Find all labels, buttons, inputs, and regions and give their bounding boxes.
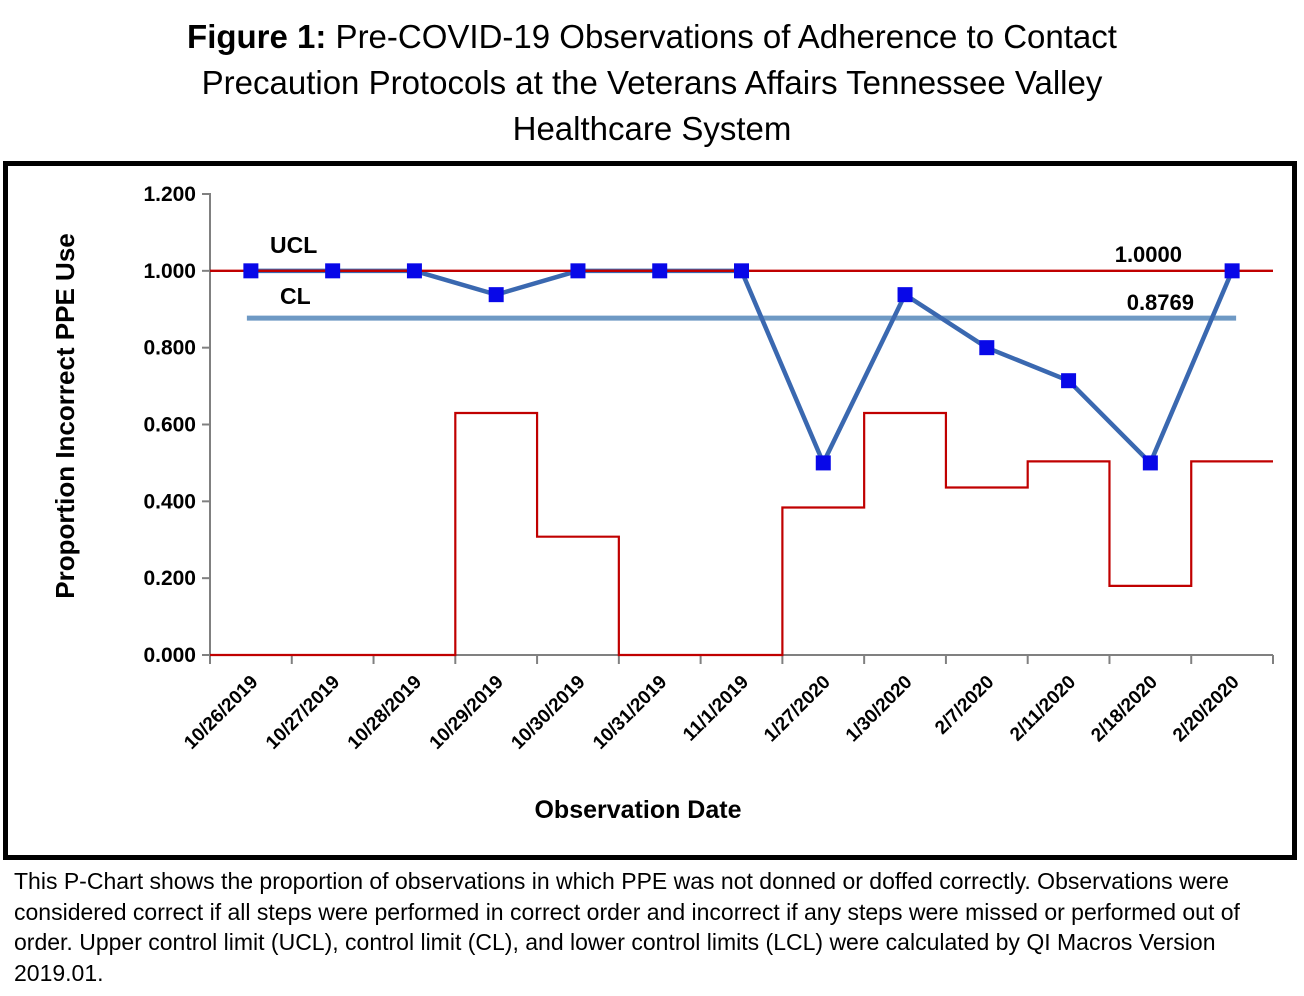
y-tick-label: 0.200 (143, 567, 196, 590)
data-point-marker (1224, 263, 1240, 279)
x-tick-label: 1/27/2020 (760, 672, 835, 747)
figure-caption: This P-Chart shows the proportion of obs… (14, 868, 1240, 986)
data-point-marker (1142, 455, 1158, 471)
data-point-marker (406, 263, 422, 279)
x-tick-label: 10/29/2019 (426, 672, 508, 754)
x-tick-label: 10/28/2019 (344, 672, 426, 754)
figure-number: Figure 1: (187, 18, 327, 55)
pchart-svg: 0.000 0.200 0.400 0.600 0.800 1.000 1.200 10/26… (50, 183, 1274, 824)
figure-title-line3: Healthcare System (512, 110, 792, 147)
x-tick-label: 2/18/2020 (1087, 672, 1162, 747)
data-point-marker (488, 287, 504, 303)
data-point-marker (243, 263, 259, 279)
y-axis-title: Proportion Incorrect PPE Use (50, 233, 80, 599)
cl-label: CL (280, 283, 311, 309)
data-point-marker (815, 455, 831, 471)
data-point-marker (734, 263, 749, 279)
data-point-marker (570, 263, 586, 279)
x-tick-label: 10/30/2019 (507, 672, 589, 754)
ucl-value-label: 1.0000 (1115, 242, 1182, 267)
proportion-line (250, 268, 1235, 466)
x-tick-label: 10/26/2019 (180, 672, 262, 754)
y-tick-label: 1.200 (143, 183, 196, 206)
ucl-label: UCL (270, 232, 317, 258)
y-tick-label: 1.000 (143, 260, 196, 283)
lcl-step-line (210, 411, 1273, 657)
y-tick-label: 0.400 (143, 490, 196, 513)
x-tick-label: 2/7/2020 (931, 672, 998, 739)
x-tick-label: 2/20/2020 (1169, 672, 1244, 747)
data-point-marker (325, 263, 341, 279)
x-tick-label: 1/30/2020 (842, 672, 917, 747)
data-point-marker (652, 263, 668, 279)
chart-frame: 0.000 0.200 0.400 0.600 0.800 1.000 1.200 10/26… (3, 161, 1297, 860)
y-tick-label: 0.000 (143, 644, 196, 667)
x-tick-label: 10/27/2019 (262, 672, 344, 754)
x-tick-label: 10/31/2019 (589, 672, 671, 754)
x-axis-title: Observation Date (534, 796, 741, 824)
data-point-marker (979, 340, 995, 356)
x-tick-label: 11/1/2019 (679, 672, 753, 746)
y-tick-label: 0.600 (143, 414, 196, 437)
figure-title-line1: Figure 1: Pre-COVID-19 Observations of A… (187, 18, 1117, 55)
figure-title: Figure 1: Pre-COVID-19 Observations of A… (52, 14, 1252, 152)
cl-value-label: 0.8769 (1127, 290, 1194, 315)
data-point-marker (897, 287, 913, 303)
y-tick-label: 0.800 (143, 337, 196, 360)
x-tick-label: 2/11/2020 (1006, 672, 1080, 746)
figure-title-line2: Precaution Protocols at the Veterans Aff… (201, 64, 1103, 101)
data-point-marker (1061, 373, 1077, 389)
